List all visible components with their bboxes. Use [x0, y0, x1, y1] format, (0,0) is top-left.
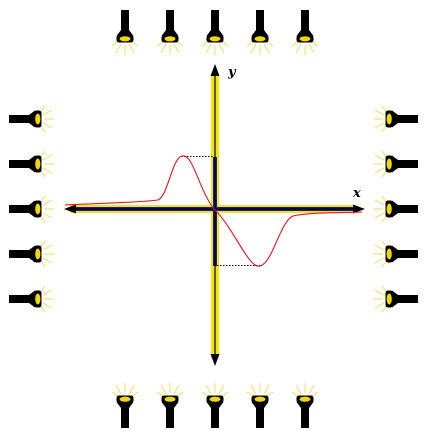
flashlight-icon — [156, 9, 184, 56]
flashlight-icon — [8, 150, 55, 178]
y-axis-arrow-down — [210, 354, 220, 366]
flashlight-icon — [201, 9, 229, 56]
flashlight-icon — [291, 382, 319, 429]
guide-lines — [181, 156, 260, 266]
y-axis-label: y — [227, 65, 237, 80]
right-flashlight-column — [372, 105, 419, 313]
flashlight-icon — [111, 9, 139, 56]
axes — [64, 64, 365, 366]
flashlight-icon — [8, 105, 55, 133]
flashlight-icon — [201, 382, 229, 429]
flashlight-icon — [8, 285, 55, 313]
left-flashlight-column — [8, 105, 55, 313]
flashlight-icon — [372, 240, 419, 268]
x-axis-arrow-right — [353, 204, 365, 214]
signal-curve — [64, 155, 363, 267]
flashlight-icon — [246, 382, 274, 429]
flashlight-icon — [372, 285, 419, 313]
flashlight-icon — [372, 195, 419, 223]
y-axis-arrow-up — [210, 64, 220, 76]
flashlight-icon — [156, 382, 184, 429]
flashlight-icon — [291, 9, 319, 56]
flashlight-icon — [8, 195, 55, 223]
flashlight-icon — [246, 9, 274, 56]
flashlight-icon — [111, 382, 139, 429]
bottom-flashlight-row — [111, 382, 319, 429]
x-axis-label: x — [352, 186, 361, 201]
flashlight-icon — [372, 105, 419, 133]
flashlight-icon — [372, 150, 419, 178]
x-axis-arrow-left — [64, 204, 76, 214]
flashlight-icon — [8, 240, 55, 268]
top-flashlight-row — [111, 9, 319, 56]
